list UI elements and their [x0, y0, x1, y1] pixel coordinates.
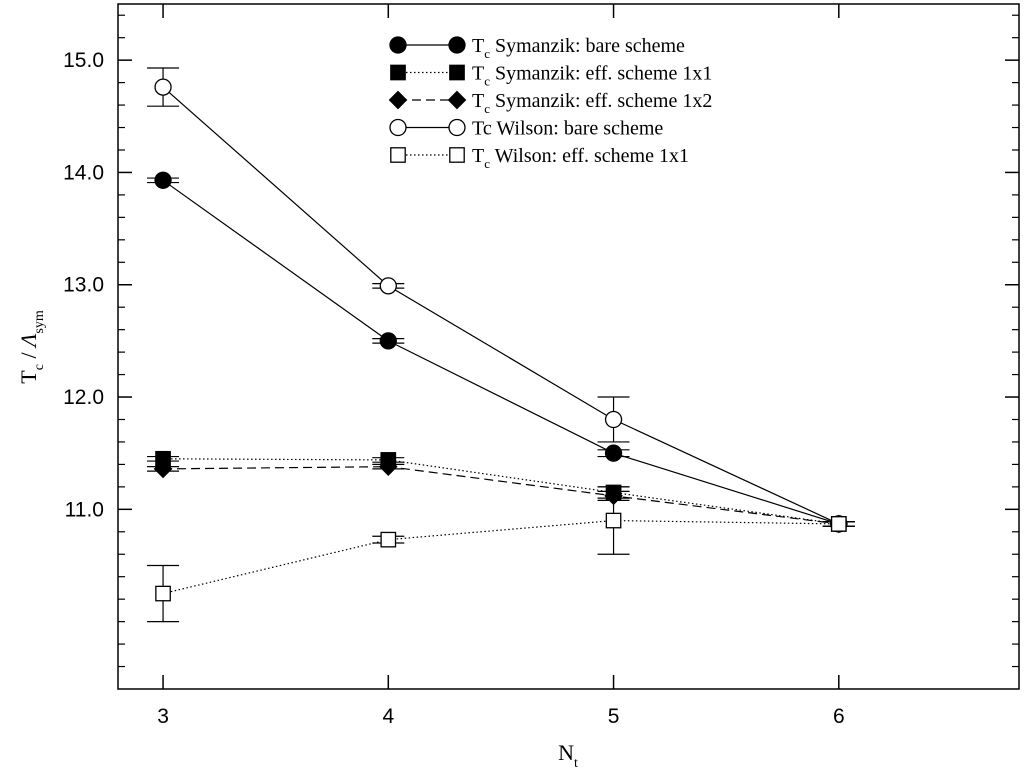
- legend-label-rest: Symanzik: bare scheme: [490, 35, 685, 57]
- plot-frame: [117, 3, 1020, 690]
- y-tick-label: 15.0: [63, 49, 104, 72]
- series-group: [147, 67, 855, 623]
- legend-label-sub: c: [484, 101, 490, 116]
- data-point: [604, 444, 623, 462]
- series-line: [163, 466, 839, 525]
- x-tick-label: 4: [382, 705, 394, 728]
- legend-label: Tc Symanzik: eff. scheme 1x1: [472, 63, 712, 89]
- data-point: [153, 459, 173, 479]
- data-point: [155, 585, 171, 602]
- legend-entry-3: Tc Wilson: bare scheme: [389, 118, 663, 140]
- legend-marker: [448, 36, 466, 54]
- y-axis-label-sub2: sym: [32, 310, 47, 333]
- legend-entry-2: Tc Symanzik: eff. scheme 1x2: [388, 90, 712, 116]
- x-tick-label: 6: [833, 705, 845, 728]
- y-tick-label: 13.0: [63, 274, 104, 297]
- legend-marker: [448, 118, 466, 137]
- legend-marker: [390, 64, 406, 81]
- legend-label-rest: Symanzik: eff. scheme 1x1: [490, 63, 712, 85]
- legend-marker: [389, 118, 407, 137]
- axes: 3 4 5 6 11.0 12.0 13.0 14.0 15.0: [63, 4, 1019, 728]
- data-point: [830, 516, 847, 532]
- legend-label-sub: c: [484, 156, 490, 171]
- legend-marker: [388, 90, 408, 110]
- legend-label-main: T: [472, 63, 484, 85]
- legend-label: Tc Wilson: eff. scheme 1x1: [472, 145, 689, 171]
- data-point: [154, 171, 172, 189]
- legend-label-main: T: [472, 145, 484, 167]
- y-tick-label: 11.0: [65, 498, 104, 521]
- legend-marker: [449, 64, 465, 81]
- data-point: [379, 277, 397, 295]
- series-line: [162, 86, 840, 525]
- legend-label: Tc Symanzik: eff. scheme 1x2: [472, 90, 712, 116]
- data-point: [379, 332, 397, 350]
- data-point: [605, 512, 622, 529]
- data-point: [378, 457, 398, 476]
- legend-label-main: Tc Wilson: bare scheme: [472, 118, 663, 140]
- legend-marker: [389, 36, 407, 54]
- legend-label-main: T: [472, 90, 484, 112]
- y-axis-label: Tc / Λsym: [16, 310, 47, 384]
- series-4: [147, 486, 855, 623]
- legend-marker: [390, 147, 406, 163]
- series-line: [163, 458, 839, 525]
- y-axis-label-sub: c: [32, 364, 47, 370]
- legend-marker: [449, 147, 465, 163]
- x-tick-label: 5: [608, 705, 620, 728]
- x-tick-label: 3: [157, 705, 169, 728]
- legend-label-sub: c: [484, 74, 490, 89]
- legend-marker: [447, 90, 467, 110]
- legend-label-sub: c: [484, 46, 490, 61]
- legend-entry-1: Tc Symanzik: eff. scheme 1x1: [390, 63, 712, 89]
- legend-label-main: T: [472, 35, 484, 57]
- series-1: [147, 450, 855, 532]
- series-line: [162, 179, 839, 525]
- legend-label: Tc Wilson: bare scheme: [472, 118, 663, 140]
- legend-entry-4: Tc Wilson: eff. scheme 1x1: [390, 145, 689, 171]
- y-tick-label: 14.0: [63, 161, 104, 184]
- y-axis-label-sep: /: [16, 347, 41, 364]
- data-point: [380, 531, 397, 548]
- series-line: [162, 519, 839, 595]
- data-point: [154, 78, 172, 96]
- legend-entry-0: Tc Symanzik: bare scheme: [389, 35, 685, 61]
- legend-label-rest: Wilson: eff. scheme 1x1: [490, 145, 689, 167]
- data-point: [604, 410, 623, 429]
- y-tick-label: 12.0: [63, 386, 104, 409]
- x-axis-label-sub: t: [574, 756, 578, 771]
- legend-label-rest: Symanzik: eff. scheme 1x2: [490, 90, 712, 112]
- y-axis-label-lambda: Λ: [16, 333, 41, 349]
- legend-label: Tc Symanzik: bare scheme: [472, 35, 685, 61]
- x-axis-label: Nt: [558, 740, 578, 771]
